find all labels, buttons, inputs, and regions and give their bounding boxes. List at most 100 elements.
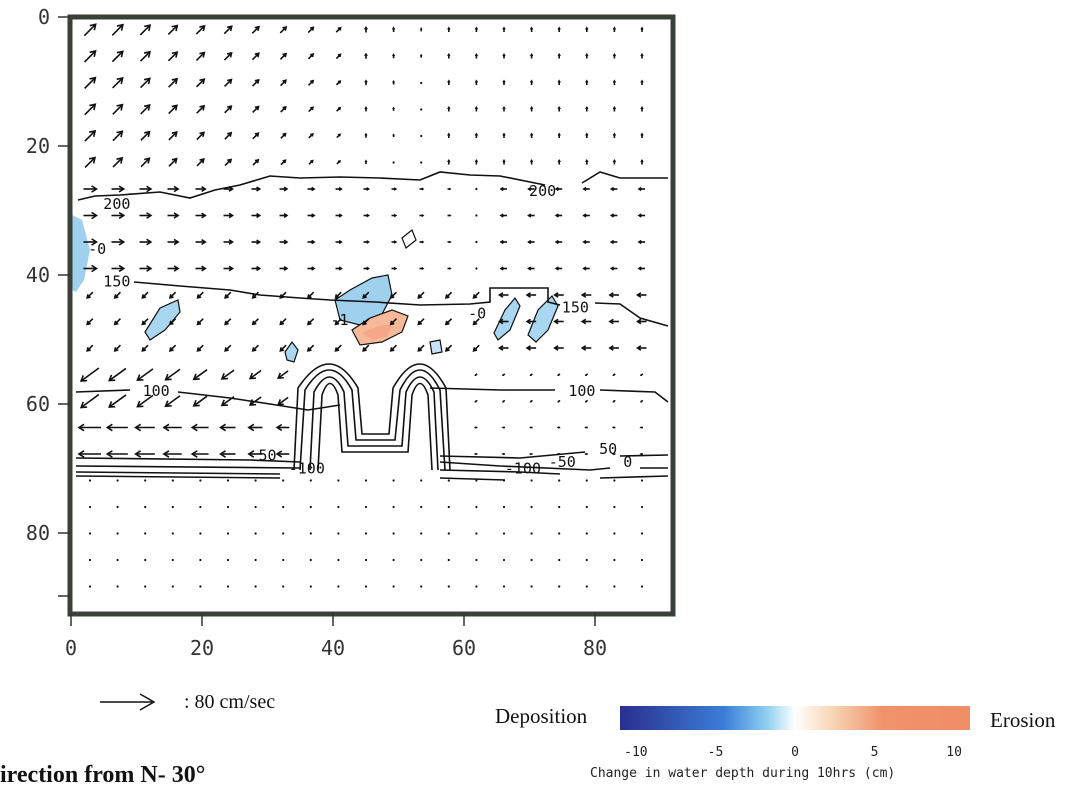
- velocity-vector: [557, 79, 561, 85]
- contour-label: 200: [103, 195, 130, 213]
- velocity-vector: [199, 479, 202, 482]
- colorbar-ticks: -10 -5 0 5 10: [624, 745, 962, 760]
- vector-scale-label: : 80 cm/sec: [184, 691, 275, 713]
- velocity-vector: [637, 266, 645, 271]
- velocity-vector: [309, 479, 312, 482]
- velocity-vector: [640, 106, 644, 112]
- velocity-vector: [141, 291, 149, 299]
- velocity-vector: [195, 51, 206, 62]
- velocity-vector: [279, 26, 288, 34]
- velocity-vector: [144, 585, 147, 588]
- velocity-vector: [139, 185, 153, 193]
- velocity-vector: [585, 159, 589, 165]
- x-tick-label: 0: [65, 636, 77, 660]
- velocity-vector: [474, 399, 478, 403]
- velocity-vector: [112, 76, 124, 89]
- velocity-vector: [196, 131, 205, 141]
- velocity-vector: [554, 213, 563, 218]
- velocity-vector: [248, 369, 262, 380]
- velocity-vector: [557, 159, 561, 165]
- velocity-vector: [86, 291, 94, 299]
- velocity-vector: [529, 159, 534, 165]
- velocity-vector: [529, 426, 533, 429]
- velocity-vector: [609, 213, 618, 218]
- velocity-vector: [557, 373, 561, 376]
- velocity-vector: [308, 106, 314, 113]
- velocity-vector: [419, 53, 423, 58]
- velocity-vector: [444, 318, 453, 326]
- velocity-vector: [164, 395, 181, 408]
- velocity-vector: [113, 318, 121, 326]
- velocity-vector: [447, 240, 452, 244]
- velocity-vector: [224, 291, 232, 299]
- structure-contour-2: [309, 376, 439, 471]
- contour-100: [75, 387, 669, 411]
- velocity-vector: [84, 76, 97, 89]
- velocity-vector: [77, 450, 101, 458]
- velocity-vector: [556, 426, 561, 429]
- velocity-vector: [585, 505, 588, 509]
- velocity-vector: [639, 426, 643, 429]
- velocity-vector: [162, 423, 182, 432]
- velocity-vector: [86, 344, 94, 352]
- velocity-vector: [252, 132, 260, 140]
- velocity-vector: [364, 132, 368, 138]
- velocity-vector: [636, 345, 647, 351]
- velocity-vector: [224, 158, 233, 167]
- velocity-vector: [585, 585, 588, 588]
- velocity-vector: [199, 558, 202, 562]
- velocity-vector: [447, 79, 451, 85]
- velocity-vector: [199, 532, 202, 535]
- velocity-vector: [637, 213, 645, 218]
- velocity-vector: [247, 450, 263, 458]
- velocity-vector: [613, 558, 616, 562]
- velocity-vector: [334, 291, 342, 299]
- velocity-vector: [417, 291, 425, 299]
- velocity-vector: [171, 585, 174, 588]
- velocity-vector: [280, 105, 287, 113]
- velocity-vector: [475, 240, 478, 244]
- velocity-vector: [251, 291, 259, 299]
- velocity-vector: [475, 585, 478, 588]
- velocity-vector: [171, 479, 174, 482]
- velocity-vector: [144, 505, 147, 509]
- velocity-vector: [279, 213, 289, 218]
- velocity-vector: [529, 373, 533, 376]
- velocity-vector: [140, 103, 151, 115]
- velocity-vector: [447, 159, 451, 165]
- velocity-vector: [525, 318, 537, 325]
- velocity-vector: [585, 532, 588, 535]
- velocity-vector: [223, 25, 233, 35]
- colorbar-tick-label: 0: [791, 745, 799, 760]
- velocity-vector: [254, 532, 257, 535]
- velocity-vector: [116, 585, 119, 588]
- velocity-vector: [636, 318, 647, 325]
- velocity-vector: [391, 266, 398, 271]
- velocity-vector: [108, 367, 127, 382]
- colorbar: Deposition Erosion -10 -5 0 5 10 Change in w…: [495, 704, 1056, 781]
- velocity-vector: [335, 53, 342, 60]
- velocity-vector: [444, 291, 453, 299]
- velocity-vector: [282, 532, 285, 535]
- velocity-vector: [474, 159, 479, 165]
- velocity-vector: [88, 479, 92, 482]
- velocity-vector: [144, 479, 147, 482]
- structure-contour-1: [299, 369, 446, 471]
- velocity-vector: [79, 393, 100, 409]
- velocity-vector: [364, 585, 368, 588]
- colorbar-caption: Change in water depth during 10hrs (cm): [590, 766, 895, 781]
- velocity-vector: [637, 239, 645, 245]
- velocity-vector: [111, 185, 126, 193]
- velocity-vector: [277, 396, 289, 406]
- velocity-vector: [111, 50, 124, 63]
- velocity-vector: [502, 132, 506, 138]
- velocity-vector: [582, 186, 590, 192]
- velocity-vector: [580, 292, 592, 298]
- velocity-vector: [168, 318, 177, 326]
- velocity-vector: [334, 318, 342, 326]
- velocity-vector: [530, 558, 533, 562]
- velocity-vector: [447, 132, 451, 138]
- velocity-vector: [502, 505, 506, 509]
- velocity-vector: [420, 161, 423, 164]
- y-axis: 0 20 40 60 80: [26, 5, 70, 597]
